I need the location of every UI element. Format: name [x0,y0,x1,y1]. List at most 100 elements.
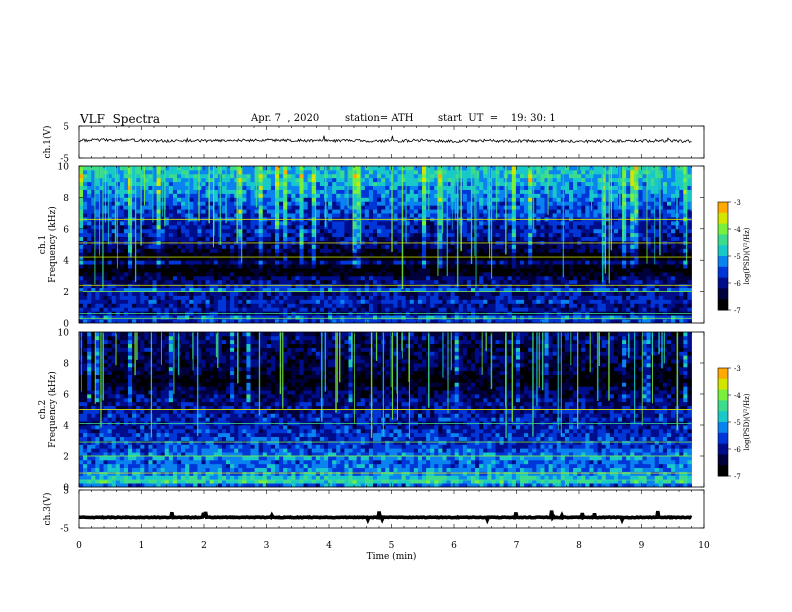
colorbar-cell [718,212,728,216]
colorbar-cell [718,202,728,206]
colorbar-cell [718,384,728,388]
colorbar-cell [718,226,728,230]
y-tick-label: 10 [58,163,70,173]
colorbar-tick-label: -6 [734,446,741,454]
colorbar-cell [718,307,728,311]
colorbar-cell [718,210,728,214]
colorbar-cell [718,253,728,257]
y-axis-label: ch.1(V) [42,126,53,159]
y-tick-label: 5 [63,487,69,497]
colorbar-cell [718,397,728,401]
colorbar-cell [718,274,728,279]
colorbar-cell [718,215,728,219]
y-axis-label: ch.2 [38,400,48,419]
colorbar-cell [718,264,728,268]
x-tick-label: 9 [639,541,645,551]
x-tick-label: 2 [201,541,207,551]
start-time-label: start UT = 19: 30: 1 [438,113,556,124]
colorbar-cell [718,291,728,295]
colorbar-cell [718,218,728,222]
colorbar-cell [718,269,728,273]
x-tick-label: 7 [514,541,520,551]
colorbar-cell [718,373,728,377]
colorbar-cell [718,446,728,450]
y-tick-label: -5 [60,525,69,535]
colorbar-cell [718,381,728,385]
colorbar-cell [718,386,728,391]
y-tick-label: 5 [63,123,69,133]
colorbar-cell [718,392,728,396]
colorbar-cell [718,457,728,461]
colorbar-cell [718,229,728,233]
y-tick-label: 8 [63,360,69,370]
colorbar-cell [718,422,728,426]
y-tick-label: 0 [63,484,69,494]
colorbar-cell [718,299,728,303]
colorbar-cell [718,419,728,423]
colorbar-cell [718,285,728,289]
colorbar-cell [718,389,728,393]
colorbar-cell [718,288,728,292]
colorbar-cell [718,427,728,431]
colorbar-cell [718,283,728,287]
colorbar-cell [718,277,728,281]
colorbar-tick-label: -6 [734,280,741,288]
colorbar-cell [718,451,728,455]
spectrogram-layer [79,166,704,488]
x-tick-label: 4 [326,541,332,551]
colorbar-cell [718,473,728,477]
colorbar-cell [718,242,728,246]
colorbar-cell [718,207,728,211]
colorbar-cell [718,403,728,407]
colorbar-cell [718,430,728,434]
colorbar-cell [718,459,728,463]
x-tick-label: 3 [264,541,270,551]
x-tick-label: 1 [139,541,145,551]
x-axis-label: Time (min) [367,551,417,562]
colorbar-cell [718,368,728,372]
colorbar-cell [718,470,728,474]
colorbar-label: log(PSD)(V²/Hz) [743,227,751,284]
y-tick-label: 4 [63,422,69,432]
colorbar-cell [718,296,728,300]
colorbar-cell [718,304,728,308]
colorbar-cell [718,400,728,404]
colorbar-cell [718,443,728,447]
colorbar-tick-label: -4 [734,226,741,234]
colorbar-label: log(PSD)(V²/Hz) [743,393,751,450]
colorbar-cell [718,454,728,458]
colorbar-cell [718,301,728,306]
colorbar-cell [718,462,728,466]
colorbar-cell [718,408,728,412]
y-tick-label: 8 [63,194,69,204]
y-axis-label: Frequency (kHz) [47,371,58,448]
colorbar-cell [718,239,728,243]
x-tick-label: 10 [698,541,710,551]
colorbar-cell [718,370,728,374]
x-tick-label: 5 [389,541,395,551]
colorbar-tick-label: -3 [734,199,741,207]
colorbar-cell [718,416,728,420]
colorbar-cell [718,405,728,409]
colorbar-cell [718,245,728,249]
y-tick-label: 4 [63,257,69,267]
colorbar-cell [718,432,728,436]
colorbar-cell [718,223,728,227]
colorbar-cell [718,435,728,439]
colorbar-layer: -3 -4 -5 -6 -7 log(PSD)(V²/Hz) -3 -4 -5 -6 -7 log(P… [717,199,751,481]
y-axis-label: ch.3(V) [42,493,53,526]
colorbar-cell [718,411,728,415]
y-tick-label: 2 [63,288,69,298]
date-label: Apr. 7 , 2020 [251,113,320,124]
y-tick-label: 6 [63,225,69,235]
x-tick-label: 0 [76,541,82,551]
colorbar-cell [718,231,728,235]
colorbar-cell [718,261,728,265]
ch3-trace [78,510,693,525]
colorbar-tick-label: -7 [734,473,741,481]
colorbar-cell [718,438,728,442]
y-axis-label: ch.1 [38,235,48,254]
y-tick-label: 2 [63,453,69,463]
